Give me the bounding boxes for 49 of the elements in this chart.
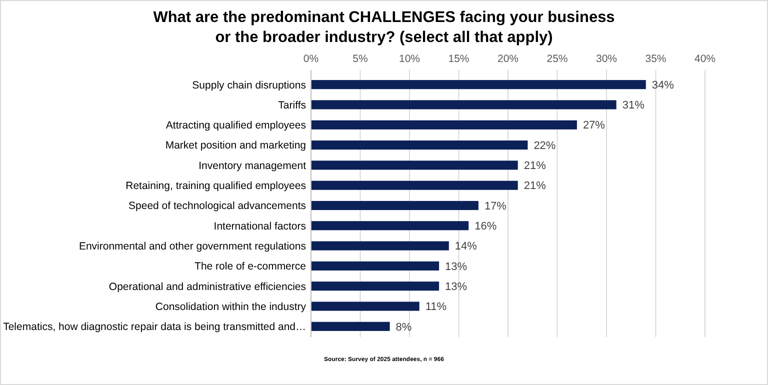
data-label: 16% (474, 220, 497, 233)
x-tick-label: 25% (546, 53, 568, 65)
y-tick-label: Consolidation within the industry (155, 300, 307, 313)
y-tick-label: Speed of technological advancements (128, 200, 306, 212)
data-label: 13% (445, 280, 468, 293)
x-tick-label: 20% (497, 53, 519, 65)
y-tick-label: Inventory management (198, 160, 306, 172)
x-tick-label: 10% (398, 53, 420, 65)
data-label: 21% (524, 180, 546, 192)
bar (311, 200, 478, 210)
x-tick-label: 35% (645, 53, 666, 65)
y-tick-label: Attracting qualified employees (166, 120, 306, 132)
bar (311, 322, 390, 331)
x-tick-label: 15% (448, 53, 470, 65)
y-tick-label: International factors (214, 220, 306, 232)
y-tick-label: Market position and marketing (165, 140, 306, 152)
bar (311, 120, 577, 130)
bar (311, 160, 518, 170)
y-tick-label: Supply chain disruptions (192, 79, 306, 92)
bar (311, 261, 440, 270)
bar (311, 241, 449, 250)
bar (311, 221, 469, 230)
chart-title: What are the predominant CHALLENGES facing your business or the broader industry? (select all that apply) (153, 9, 615, 46)
x-tick-label: 5% (352, 53, 368, 65)
y-tick-label: Operational and administrative efficiencies (108, 280, 306, 293)
data-label: 22% (534, 140, 556, 152)
x-tick-label: 30% (596, 53, 618, 65)
data-label: 21% (524, 160, 546, 172)
bar (311, 302, 420, 311)
data-label: 31% (622, 100, 645, 112)
y-tick-label: Environmental and other government regulations (78, 240, 306, 252)
y-tick-label: Retaining, training qualified employees (126, 180, 306, 192)
bar (311, 282, 440, 291)
x-tick-label: 0% (303, 53, 319, 65)
bar (311, 140, 528, 150)
y-tick-label: Telematics, how diagnostic repair data is being transmitted and… (3, 321, 306, 334)
data-label: 8% (396, 321, 412, 334)
data-label: 34% (652, 79, 674, 92)
bar (311, 100, 616, 110)
y-tick-label: Tariffs (278, 99, 306, 112)
x-tick-label: 40% (694, 53, 716, 65)
data-label: 27% (582, 120, 606, 132)
bar (311, 80, 646, 90)
data-label: 13% (445, 260, 468, 273)
bar (311, 180, 518, 190)
data-label: 14% (454, 240, 478, 253)
data-label: 17% (484, 200, 507, 212)
data-label: 11% (425, 301, 447, 314)
y-tick-label: The role of e-commerce (194, 260, 306, 273)
